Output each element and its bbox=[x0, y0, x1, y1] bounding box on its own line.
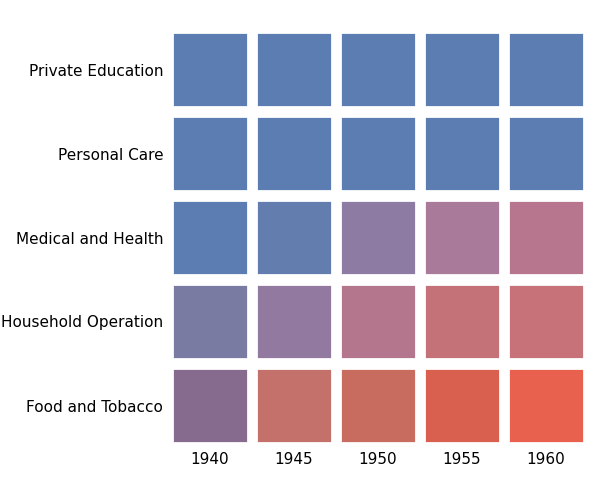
Bar bbox=[424, 368, 500, 444]
Bar bbox=[508, 116, 584, 192]
Bar bbox=[172, 368, 248, 444]
Bar bbox=[172, 116, 248, 192]
Bar bbox=[172, 284, 248, 360]
Bar bbox=[424, 32, 500, 108]
Bar bbox=[508, 284, 584, 360]
Bar bbox=[508, 200, 584, 276]
Bar bbox=[424, 116, 500, 192]
Bar bbox=[256, 200, 332, 276]
Bar bbox=[340, 284, 416, 360]
Bar bbox=[340, 200, 416, 276]
Bar bbox=[424, 284, 500, 360]
Bar bbox=[340, 368, 416, 444]
Bar bbox=[172, 32, 248, 108]
Bar bbox=[256, 368, 332, 444]
Bar bbox=[508, 368, 584, 444]
Bar bbox=[508, 32, 584, 108]
Bar bbox=[424, 200, 500, 276]
Bar bbox=[340, 116, 416, 192]
Bar bbox=[256, 284, 332, 360]
Bar bbox=[256, 32, 332, 108]
Bar bbox=[340, 32, 416, 108]
Bar bbox=[172, 200, 248, 276]
Bar bbox=[256, 116, 332, 192]
